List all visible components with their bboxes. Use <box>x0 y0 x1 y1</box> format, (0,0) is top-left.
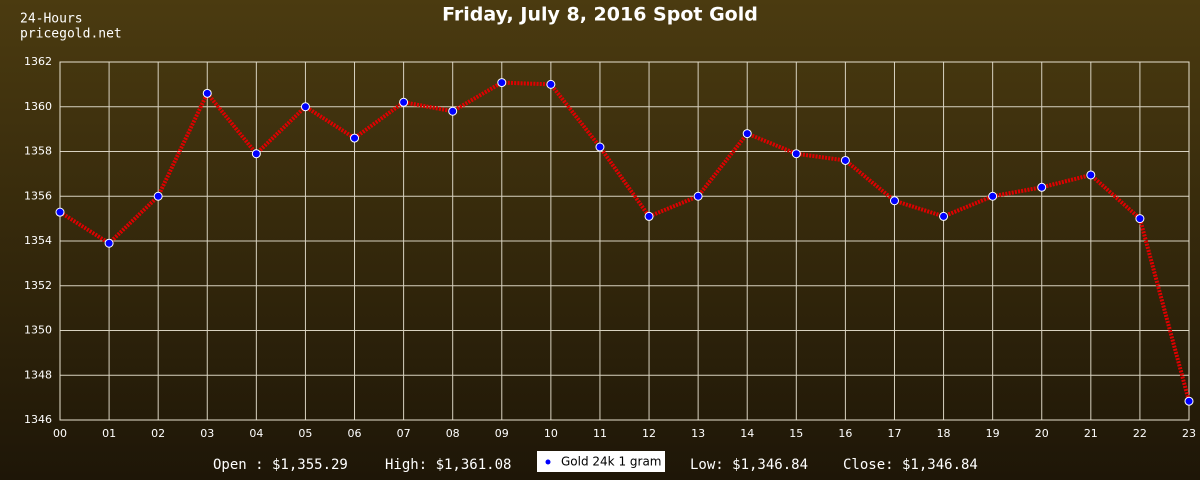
data-point <box>1037 182 1047 192</box>
y-tick-label: 1346 <box>24 413 52 426</box>
series-line <box>58 80 1191 402</box>
x-tick-label: 10 <box>544 427 558 440</box>
plot-frame <box>59 61 1190 421</box>
data-point <box>988 191 998 201</box>
footer-text: Close: $1,346.84 <box>843 457 978 473</box>
footer-text: Low: $1,346.84 <box>690 457 808 473</box>
x-tick-label: 15 <box>789 427 803 440</box>
footer-text: Open : $1,355.29 <box>213 457 348 473</box>
data-point <box>399 97 409 107</box>
x-tick-label: 02 <box>151 427 165 440</box>
data-point <box>742 129 752 139</box>
data-point <box>840 155 850 165</box>
x-tick-label: 01 <box>102 427 116 440</box>
data-point <box>644 211 654 221</box>
data-point <box>153 191 163 201</box>
data-point <box>55 207 65 217</box>
x-tick-label: 08 <box>446 427 460 440</box>
data-point <box>448 106 458 116</box>
x-tick-label: 21 <box>1084 427 1098 440</box>
x-tick-label: 03 <box>200 427 214 440</box>
data-point <box>791 149 801 159</box>
data-point <box>939 211 949 221</box>
legend-marker <box>545 459 551 465</box>
x-tick-label: 14 <box>740 427 754 440</box>
y-tick-label: 1348 <box>24 368 52 381</box>
data-point <box>104 238 114 248</box>
data-point <box>350 133 360 143</box>
x-tick-label: 18 <box>937 427 951 440</box>
data-point <box>1086 170 1096 180</box>
y-tick-label: 1350 <box>24 324 52 337</box>
y-tick-label: 1360 <box>24 100 52 113</box>
x-tick-label: 04 <box>249 427 263 440</box>
legend-label: Gold 24k 1 gram <box>561 455 661 469</box>
x-tick-label: 06 <box>348 427 362 440</box>
header-text: pricegold.net <box>20 27 122 42</box>
x-tick-label: 13 <box>691 427 705 440</box>
data-point <box>693 191 703 201</box>
y-tick-label: 1354 <box>24 234 52 247</box>
x-tick-label: 12 <box>642 427 656 440</box>
x-tick-label: 19 <box>986 427 1000 440</box>
x-tick-label: 09 <box>495 427 509 440</box>
x-tick-label: 07 <box>397 427 411 440</box>
data-point <box>889 196 899 206</box>
data-point <box>546 79 556 89</box>
data-point <box>251 149 261 159</box>
x-tick-label: 20 <box>1035 427 1049 440</box>
x-tick-label: 11 <box>593 427 607 440</box>
y-tick-label: 1362 <box>24 55 52 68</box>
header-text: 24-Hours <box>20 12 83 27</box>
legend-box <box>537 451 665 472</box>
x-tick-label: 17 <box>887 427 901 440</box>
footer-text: High: $1,361.08 <box>385 457 511 473</box>
data-point <box>595 142 605 152</box>
x-tick-label: 23 <box>1182 427 1196 440</box>
x-tick-label: 00 <box>53 427 67 440</box>
x-tick-label: 22 <box>1133 427 1147 440</box>
data-point <box>202 88 212 98</box>
chart-title: Friday, July 8, 2016 Spot Gold <box>442 4 758 26</box>
data-point <box>1184 396 1194 406</box>
data-point <box>1135 214 1145 224</box>
y-tick-label: 1358 <box>24 145 52 158</box>
data-point <box>300 102 310 112</box>
data-point <box>497 78 507 88</box>
y-tick-label: 1356 <box>24 189 52 202</box>
x-tick-label: 16 <box>838 427 852 440</box>
x-tick-label: 05 <box>298 427 312 440</box>
y-tick-label: 1352 <box>24 279 52 292</box>
